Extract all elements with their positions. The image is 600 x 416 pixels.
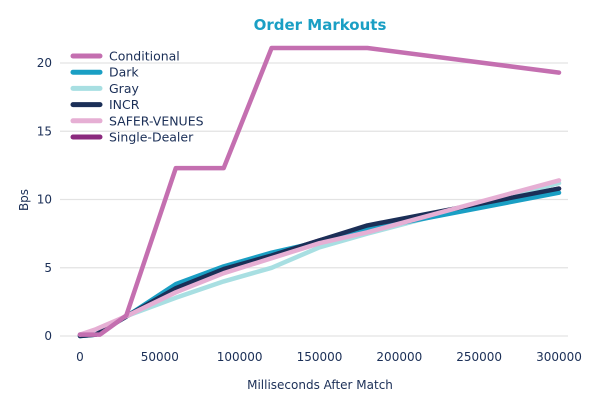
x-axis-ticks: 0 50000 100000 150000 200000 250000 300000 — [76, 350, 582, 364]
legend-label: Dark — [109, 65, 139, 80]
legend-label: Conditional — [109, 49, 180, 64]
series-line-conditional — [77, 45, 562, 337]
series-line-incr — [77, 186, 562, 339]
legend-label: Gray — [109, 81, 139, 96]
x-tick-label: 200000 — [376, 350, 422, 364]
y-axis-ticks: 0 5 10 15 20 — [37, 56, 52, 343]
x-tick-label: 50000 — [141, 350, 179, 364]
series-line-dark — [77, 190, 562, 339]
x-tick-label: 0 — [76, 350, 84, 364]
series-line-single-dealer — [77, 186, 562, 337]
chart-title: Order Markouts — [254, 16, 387, 34]
x-tick-label: 250000 — [456, 350, 502, 364]
x-tick-label: 100000 — [217, 350, 263, 364]
y-tick-label: 5 — [44, 261, 52, 275]
y-tick-label: 10 — [37, 193, 52, 207]
legend-label: SAFER-VENUES — [109, 113, 204, 128]
x-axis-label: Milliseconds After Match — [247, 378, 393, 392]
x-tick-label: 150000 — [297, 350, 343, 364]
legend-label: INCR — [109, 97, 140, 112]
series-lines — [77, 45, 562, 339]
y-axis-label: Bps — [17, 189, 31, 211]
y-tick-label: 20 — [37, 56, 52, 70]
y-tick-label: 0 — [44, 329, 52, 343]
series-line-safer-venues — [77, 178, 562, 337]
y-tick-label: 15 — [37, 124, 52, 138]
x-tick-label: 300000 — [536, 350, 582, 364]
legend-label: Single-Dealer — [109, 130, 194, 145]
